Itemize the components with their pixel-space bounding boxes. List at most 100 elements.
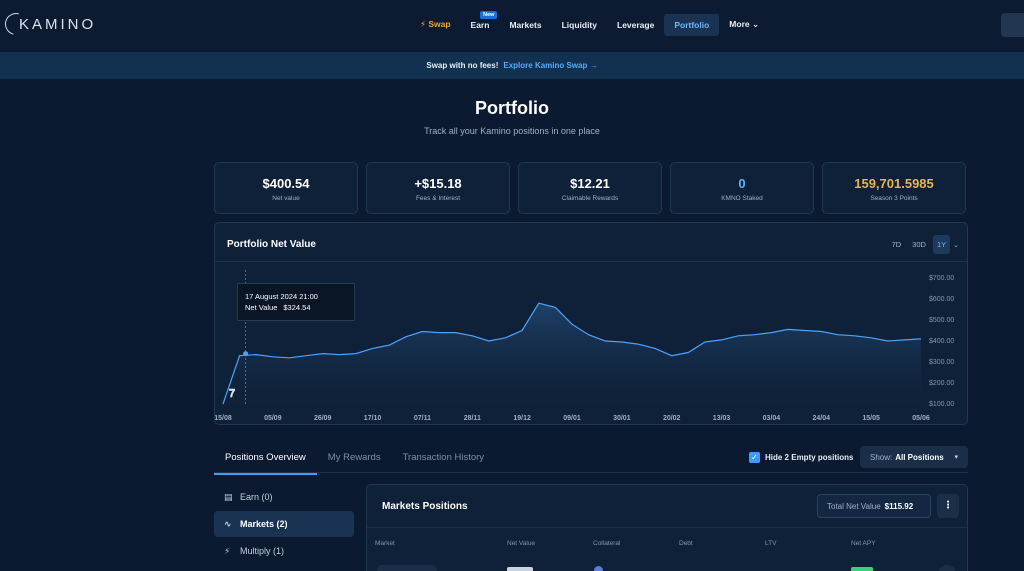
positions-tabs: Positions Overview My Rewards Transactio… (214, 446, 495, 475)
stat-label: Season 3 Points (870, 195, 918, 202)
kamino-logo[interactable]: KAMINO (0, 8, 97, 40)
stats-row: $400.54 Net value +$15.18 Fees & Interes… (214, 162, 966, 214)
show-label: Show: (870, 453, 893, 462)
chevron-down-icon[interactable]: ⌄ (953, 241, 959, 249)
col-net-apy[interactable]: Net APY (851, 540, 876, 547)
nav-markets[interactable]: Markets (499, 14, 551, 36)
row-action-button[interactable] (939, 565, 955, 571)
range-7d[interactable]: 7D (891, 240, 902, 249)
x-tick-label: 19/12 (513, 415, 531, 422)
wallet-button[interactable] (1001, 13, 1024, 37)
col-collateral[interactable]: Collateral (593, 540, 621, 547)
net-apy-cell (851, 567, 873, 571)
y-tick-label: $700.00 (929, 275, 954, 282)
y-tick-label: $300.00 (929, 359, 954, 366)
y-tick-label: $100.00 (929, 401, 954, 408)
range-1y[interactable]: 1Y (932, 235, 951, 254)
total-label: Total Net Value (827, 502, 881, 511)
range-30d[interactable]: 30D (912, 240, 926, 249)
hide-empty-label: Hide 2 Empty positions (765, 453, 854, 462)
nav-markets-label: Markets (509, 19, 542, 30)
net-value-chart-card: Portfolio Net Value 7D 30D 1Y ⌄ $700.00 $… (214, 222, 968, 425)
chart-title: Portfolio Net Value (227, 239, 316, 250)
sidebar-item-markets[interactable]: ∿ Markets (2) (214, 511, 354, 537)
sidebar-item-earn[interactable]: ▤ Earn (0) (214, 484, 354, 510)
x-tick-label: 05/06 (912, 415, 930, 422)
chart-series-line (222, 302, 922, 405)
nav-more[interactable]: More ⌄ (719, 13, 769, 36)
x-tick-label: 20/02 (663, 415, 681, 422)
sidebar-item-label: Markets (2) (240, 519, 288, 529)
total-net-value-badge: Total Net Value $115.92 (817, 494, 931, 518)
x-tick-label: 30/01 (613, 415, 631, 422)
page-subtitle: Track all your Kamino positions in one p… (424, 126, 600, 136)
nav-portfolio[interactable]: Portfolio (664, 13, 720, 36)
chart-tooltip: 17 August 2024 21:00 Net Value $324.54 (237, 283, 355, 321)
banner-text: Swap with no fees! (426, 61, 499, 70)
x-tick-label: 03/04 (763, 415, 781, 422)
y-tick-label: $600.00 (929, 296, 954, 303)
x-tick-label: 24/04 (813, 415, 831, 422)
nav-earn-label: Earn (470, 19, 490, 30)
stat-label: Net value (272, 195, 300, 202)
nav-liquidity[interactable]: Liquidity (552, 14, 607, 36)
stat-card-points: 159,701.5985 Season 3 Points (822, 162, 966, 214)
stat-value: $12.21 (570, 176, 610, 191)
col-ltv[interactable]: LTV (765, 540, 777, 547)
nav-leverage[interactable]: Leverage (607, 14, 664, 36)
nav-portfolio-label: Portfolio (674, 19, 710, 30)
net-value-chart[interactable]: $700.00 $600.00 $500.00 $400.00 $300.00 $200.… (215, 262, 968, 425)
col-market[interactable]: Market (375, 540, 395, 547)
stat-label: Claimable Rewards (561, 195, 619, 202)
tab-positions-overview[interactable]: Positions Overview (214, 446, 317, 475)
stat-card-rewards: $12.21 Claimable Rewards (518, 162, 662, 214)
chart-divider (215, 261, 967, 262)
y-tick-label: $200.00 (929, 380, 954, 387)
stat-value: 159,701.5985 (854, 176, 934, 191)
nav-leverage-label: Leverage (617, 19, 655, 30)
col-debt[interactable]: Debt (679, 540, 693, 547)
stat-label: KMNO Staked (721, 195, 763, 202)
range-selector: 7D 30D 1Y ⌄ (888, 235, 959, 254)
collateral-token-icon (594, 566, 603, 571)
sidebar-item-label: Multiply (1) (240, 546, 285, 556)
sidebar-item-multiply[interactable]: ⚡ Multiply (1) (214, 538, 354, 564)
tradingview-logo-icon[interactable]: 𝟕 (229, 388, 235, 400)
market-pill[interactable] (377, 565, 437, 571)
x-tick-label: 13/03 (713, 415, 731, 422)
caret-down-icon: ▾ (954, 454, 958, 461)
stat-card-fees: +$15.18 Fees & Interest (366, 162, 510, 214)
banner-link[interactable]: Explore Kamino Swap → (503, 61, 598, 70)
lightning-icon: ⚡ (224, 545, 231, 556)
x-tick-label: 17/10 (364, 415, 382, 422)
x-tick-label: 09/01 (563, 415, 581, 422)
sidebar-item-label: Earn (0) (240, 492, 273, 502)
page-title: Portfolio (475, 98, 549, 118)
markets-positions-card: Markets Positions Total Net Value $115.92… (366, 484, 968, 571)
nav-earn[interactable]: Earn New (461, 10, 500, 36)
col-net-value[interactable]: Net Value (507, 540, 536, 547)
positions-divider (367, 527, 967, 528)
hide-empty-toggle[interactable]: ✓ Hide 2 Empty positions (749, 452, 853, 463)
nav-more-label: More ⌄ (729, 19, 760, 29)
show-positions-select[interactable]: Show: All Positions ▾ (860, 446, 968, 468)
tab-my-rewards[interactable]: My Rewards (327, 452, 381, 463)
tabs-divider (214, 472, 968, 473)
nav-links: ⚡ Swap Earn New Markets Liquidity Leverag… (410, 10, 769, 36)
stat-value: +$15.18 (414, 176, 462, 191)
chart-hover-point (243, 351, 249, 357)
tooltip-row: Net Value $324.54 (245, 302, 347, 313)
y-tick-label: $400.00 (929, 338, 954, 345)
logo-mark-icon (0, 8, 32, 40)
stat-value: 0 (738, 176, 746, 191)
tab-transaction-history[interactable]: Transaction History (402, 452, 485, 463)
logo-text: KAMINO (19, 15, 97, 33)
nav-swap[interactable]: ⚡ Swap (410, 13, 461, 36)
promo-banner: Swap with no fees! Explore Kamino Swap → (0, 52, 1024, 79)
stat-value: $400.54 (262, 176, 310, 191)
x-tick-label: 05/09 (264, 415, 282, 422)
more-options-icon[interactable]: ⋮ (937, 494, 959, 518)
checkbox-checked-icon[interactable]: ✓ (749, 452, 760, 463)
nav-liquidity-label: Liquidity (561, 19, 597, 30)
x-tick-label: 15/05 (862, 415, 880, 422)
